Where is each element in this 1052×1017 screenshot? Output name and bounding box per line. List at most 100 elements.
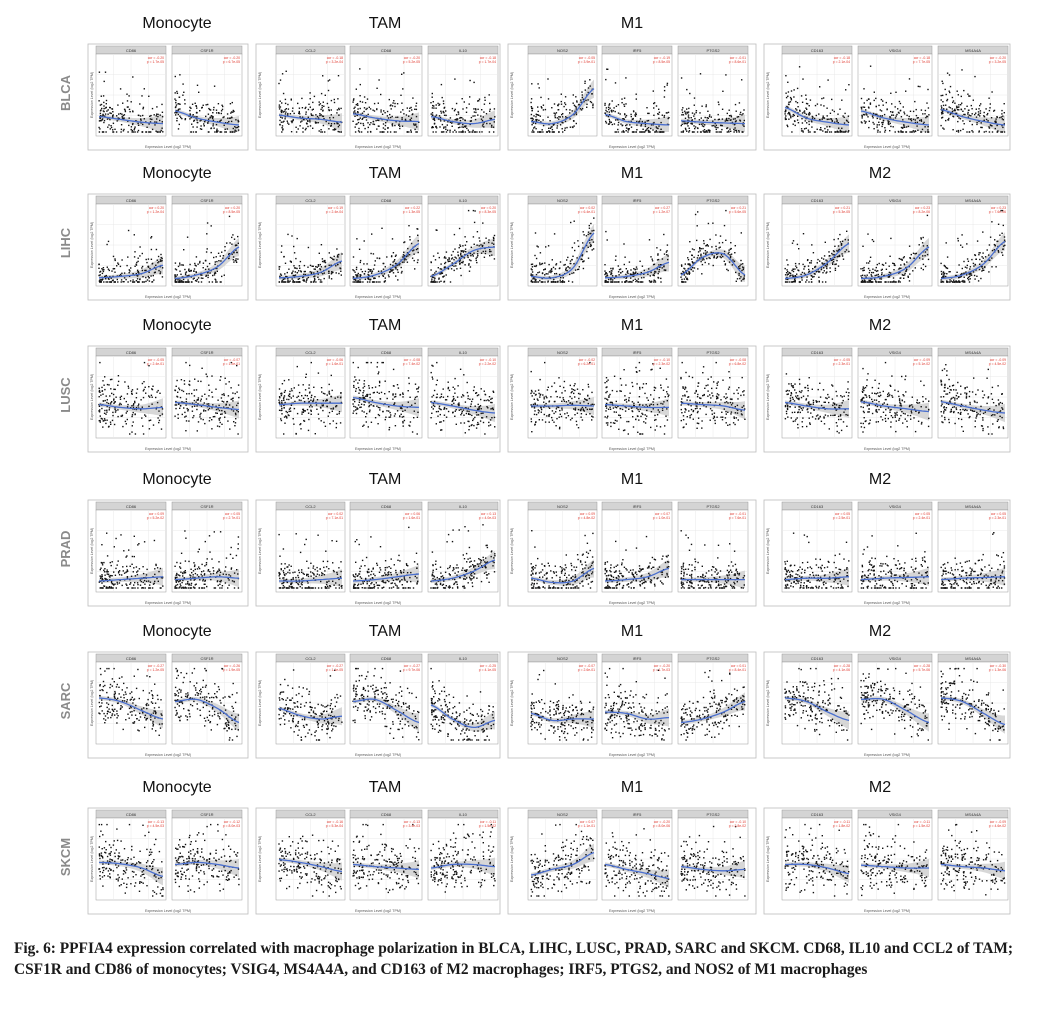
scatter-point xyxy=(785,96,788,99)
scatter-point xyxy=(187,408,189,411)
scatter-point xyxy=(330,278,333,280)
scatter-point xyxy=(117,380,120,383)
scatter-point xyxy=(481,109,483,111)
scatter-point xyxy=(403,241,405,244)
scatter-point xyxy=(231,131,233,133)
scatter-point xyxy=(1002,115,1004,117)
scatter-point xyxy=(143,361,146,364)
scatter-point xyxy=(636,124,638,126)
scatter-point xyxy=(905,90,907,92)
scatter-point xyxy=(440,268,443,270)
scatter-point xyxy=(650,127,652,130)
scatter-point xyxy=(838,248,841,251)
scatter-point xyxy=(963,276,965,278)
scatter-point xyxy=(108,278,110,280)
scatter-point xyxy=(235,261,238,263)
scatter-point xyxy=(628,261,631,263)
scatter-point xyxy=(808,111,811,114)
scatter-point xyxy=(105,99,108,102)
scatter-point xyxy=(99,112,102,115)
scatter-point xyxy=(211,281,214,283)
scatter-point xyxy=(189,109,191,112)
scatter-point xyxy=(98,405,101,407)
scatter-point xyxy=(975,112,977,114)
scatter-point xyxy=(884,129,887,131)
scatter-point xyxy=(547,245,550,247)
scatter-point xyxy=(534,122,537,125)
scatter-point xyxy=(799,281,801,283)
scatter-point xyxy=(282,278,285,281)
trend-line xyxy=(430,246,496,278)
scatter-point xyxy=(740,232,742,234)
scatter-point xyxy=(324,131,326,133)
scatter-point xyxy=(128,272,130,274)
scatter-point xyxy=(861,277,863,279)
scatter-point xyxy=(863,120,866,122)
scatter-point xyxy=(295,257,297,260)
scatter-point xyxy=(174,262,177,264)
scatter-point xyxy=(382,274,384,277)
scatter-point xyxy=(367,113,369,116)
scatter-point xyxy=(200,277,203,279)
scatter-point xyxy=(338,107,340,110)
scatter-point xyxy=(459,119,462,122)
scatter-point xyxy=(282,111,284,113)
scatter-point xyxy=(488,131,491,133)
scatter-point xyxy=(958,109,960,111)
scatter-point xyxy=(978,268,981,271)
scatter-point xyxy=(214,271,216,273)
scatter-point xyxy=(608,103,611,105)
scatter-point xyxy=(312,281,315,283)
scatter-point xyxy=(816,103,819,105)
scatter-point xyxy=(658,111,661,113)
scatter-point xyxy=(134,126,136,128)
scatter-point xyxy=(187,410,189,412)
scatter-point xyxy=(568,280,570,282)
scatter-point xyxy=(742,278,744,281)
scatter-point xyxy=(685,113,687,115)
scatter-point xyxy=(309,106,311,108)
scatter-point xyxy=(740,276,742,278)
scatter-point xyxy=(227,420,229,422)
scatter-point xyxy=(131,131,133,133)
scatter-point xyxy=(742,263,744,265)
scatter-point xyxy=(873,123,875,125)
scatter-point xyxy=(537,272,539,274)
scatter-point xyxy=(475,109,477,111)
scatter-point xyxy=(191,392,193,395)
scatter-point xyxy=(305,127,307,130)
scatter-point xyxy=(114,258,116,260)
scatter-point xyxy=(941,80,943,82)
scatter-point xyxy=(534,232,537,234)
scatter-point xyxy=(904,126,906,128)
scatter-point xyxy=(140,399,142,401)
scatter-point xyxy=(314,121,317,123)
scatter-point xyxy=(188,270,190,272)
scatter-point xyxy=(803,111,805,113)
scatter-point xyxy=(216,131,218,133)
scatter-point xyxy=(210,127,213,129)
scatter-point xyxy=(663,131,665,133)
scatter-point xyxy=(373,123,376,126)
scatter-point xyxy=(821,281,824,283)
scatter-point xyxy=(894,131,896,133)
scatter-point xyxy=(298,107,301,109)
scatter-point xyxy=(607,115,610,118)
scatter-point xyxy=(534,126,536,128)
scatter-point xyxy=(552,266,555,269)
scatter-point xyxy=(106,409,108,411)
scatter-point xyxy=(442,102,445,105)
scatter-point xyxy=(848,250,850,253)
scatter-point xyxy=(474,108,477,110)
scatter-point xyxy=(213,272,216,275)
scatter-point xyxy=(979,115,981,117)
gene-label: CD68 xyxy=(381,48,392,53)
scatter-point xyxy=(794,281,796,283)
scatter-point xyxy=(963,89,965,92)
scatter-point xyxy=(282,128,284,130)
scatter-point xyxy=(302,118,305,121)
scatter-point xyxy=(703,125,705,128)
scatter-point xyxy=(689,263,691,266)
scatter-point xyxy=(655,130,657,132)
